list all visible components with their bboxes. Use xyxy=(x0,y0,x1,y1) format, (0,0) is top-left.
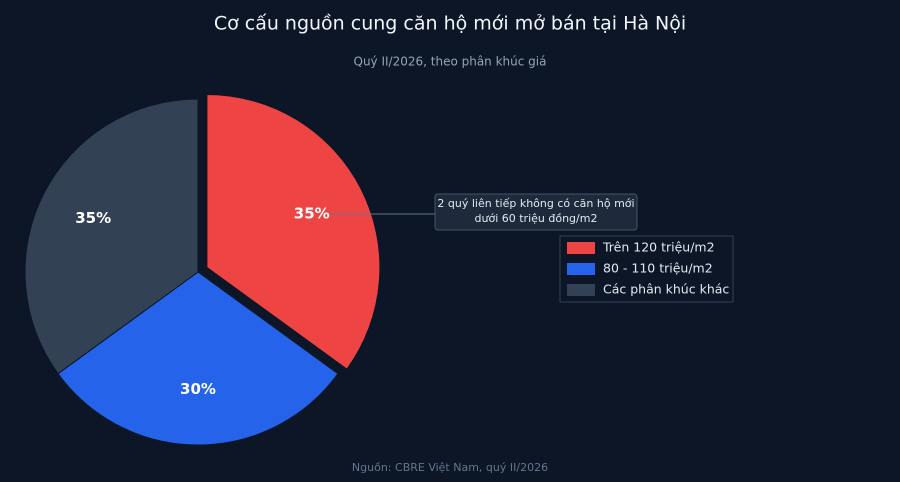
annotation-text: 2 quý liên tiếp không có căn hộ mới xyxy=(437,197,634,210)
pie-slice xyxy=(206,93,381,370)
legend-swatch xyxy=(567,263,595,275)
legend-swatch xyxy=(567,284,595,296)
pie-slice xyxy=(24,98,199,375)
slice-label: 35% xyxy=(75,209,111,227)
source-note: Nguồn: CBRE Việt Nam, quý II/2026 xyxy=(352,461,548,474)
annotation-box xyxy=(434,193,638,231)
chart-subtitle: Quý II/2026, theo phân khúc giá xyxy=(354,55,547,69)
slice-label: 35% xyxy=(294,205,330,223)
chart-title: Cơ cấu nguồn cung căn hộ mới mở bán tại … xyxy=(214,13,686,35)
slice-label: 30% xyxy=(180,380,216,398)
legend-label: 80 - 110 triệu/m2 xyxy=(603,261,713,276)
legend-label: Các phân khúc khác xyxy=(603,282,729,297)
legend-swatch xyxy=(567,242,595,254)
legend-label: Trên 120 triệu/m2 xyxy=(602,240,715,255)
pie-slice xyxy=(57,271,339,446)
annotation-text: dưới 60 triệu đồng/m2 xyxy=(475,212,598,225)
